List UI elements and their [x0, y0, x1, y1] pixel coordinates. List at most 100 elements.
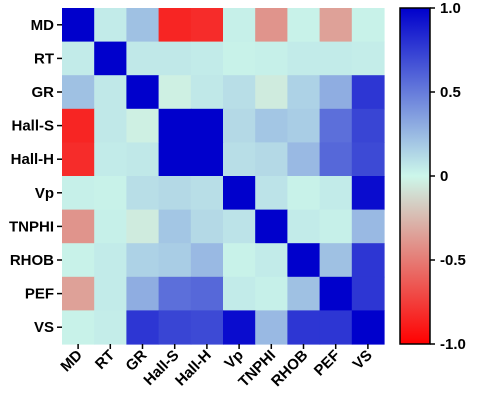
heatmap-cell: [223, 176, 256, 211]
heatmap-cell: [62, 176, 95, 211]
heatmap-cell: [158, 176, 192, 211]
heatmap-cell: [319, 75, 353, 110]
colorbar-tick-label: 0: [440, 168, 448, 185]
heatmap-cell: [158, 310, 192, 345]
heatmap-cell: [223, 108, 256, 143]
heatmap-cell: [190, 243, 224, 278]
heatmap-cell: [94, 142, 127, 177]
heatmap-cell: [223, 310, 256, 345]
heatmap-cell: [62, 310, 95, 345]
heatmap-cell: [223, 41, 256, 76]
heatmap-cell: [94, 310, 127, 345]
row-label: Hall-S: [11, 118, 54, 135]
heatmap-cell: [319, 142, 353, 177]
heatmap-cell: [62, 8, 95, 43]
heatmap-cell: [223, 209, 256, 244]
heatmap-cell: [223, 243, 256, 278]
heatmap-cell: [351, 41, 385, 76]
heatmap-cell: [223, 8, 256, 43]
heatmap-cell: [158, 75, 192, 110]
heatmap-cell: [94, 75, 127, 110]
heatmap-cell: [158, 108, 192, 143]
heatmap-cell: [255, 276, 288, 311]
heatmap-cell: [126, 108, 160, 143]
heatmap-cell: [62, 142, 95, 177]
heatmap-cell: [94, 108, 127, 143]
heatmap-cell: [158, 142, 192, 177]
heatmap-cell: [190, 142, 224, 177]
heatmap-cell: [255, 41, 288, 76]
row-label: RHOB: [10, 252, 54, 269]
heatmap-cell: [126, 8, 160, 43]
heatmap-cell: [319, 176, 353, 211]
heatmap-cell: [126, 142, 160, 177]
colorbar: 1.0 0.5 0 -0.5 -1.0: [399, 0, 466, 353]
heatmap-cell: [351, 108, 385, 143]
heatmap-cell: [223, 142, 256, 177]
row-label: PEF: [25, 286, 54, 303]
row-label: MD: [31, 17, 54, 34]
heatmap-cell: [158, 8, 192, 43]
heatmap-cell: [319, 310, 353, 345]
heatmap-cell: [190, 41, 224, 76]
heatmap-cell: [94, 209, 127, 244]
colorbar-tick-label: 0.5: [440, 84, 461, 101]
heatmap-cell: [126, 243, 160, 278]
column-label: Vp: [221, 347, 247, 373]
column-label: RT: [92, 347, 118, 373]
heatmap-cell: [255, 209, 288, 244]
heatmap-cell: [126, 176, 160, 211]
heatmap-cell: [255, 310, 288, 345]
column-label: Hall-H: [172, 347, 215, 390]
heatmap-cell: [94, 243, 127, 278]
heatmap-cell: [62, 75, 95, 110]
heatmap-cell: [351, 142, 385, 177]
column-label: VS: [350, 347, 376, 373]
heatmap-cell: [287, 243, 321, 278]
heatmap-cell: [319, 276, 353, 311]
heatmap-cell: [126, 41, 160, 76]
heatmap-cell: [351, 243, 385, 278]
colorbar-gradient: [399, 7, 431, 345]
heatmap-cell: [62, 243, 95, 278]
column-label: RHOB: [268, 347, 311, 390]
heatmap-cells: [62, 8, 385, 345]
heatmap-cell: [351, 310, 385, 345]
heatmap-cell: [62, 276, 95, 311]
heatmap-cell: [190, 176, 224, 211]
column-label: MD: [57, 347, 86, 376]
heatmap-cell: [351, 209, 385, 244]
row-label: VS: [34, 319, 54, 336]
heatmap-cell: [287, 310, 321, 345]
heatmap-cell: [126, 276, 160, 311]
heatmap-cell: [190, 8, 224, 43]
heatmap-cell: [126, 209, 160, 244]
heatmap-cell: [126, 310, 160, 345]
heatmap-cell: [287, 8, 321, 43]
column-label: PEF: [311, 347, 344, 380]
row-label: Hall-H: [11, 151, 54, 168]
heatmap-cell: [255, 8, 288, 43]
heatmap-cell: [190, 108, 224, 143]
heatmap-cell: [287, 276, 321, 311]
row-labels: MD RT GR Hall-S Hall-H Vp TNPHI RHOB PEF VS: [9, 17, 62, 336]
row-label: GR: [32, 84, 55, 101]
heatmap-cell: [94, 41, 127, 76]
heatmap-cell: [94, 276, 127, 311]
heatmap-cell: [190, 75, 224, 110]
colorbar-tick-label: 1.0: [440, 0, 461, 17]
heatmap-cell: [62, 108, 95, 143]
heatmap-cell: [319, 41, 353, 76]
heatmap-cell: [319, 108, 353, 143]
row-label: Vp: [35, 185, 54, 202]
heatmap-cell: [255, 108, 288, 143]
heatmap-cell: [158, 243, 192, 278]
heatmap-cell: [287, 142, 321, 177]
heatmap-cell: [255, 142, 288, 177]
heatmap-cell: [255, 176, 288, 211]
colorbar-tick-label: -0.5: [440, 252, 466, 269]
heatmap-cell: [319, 209, 353, 244]
heatmap-cell: [190, 276, 224, 311]
